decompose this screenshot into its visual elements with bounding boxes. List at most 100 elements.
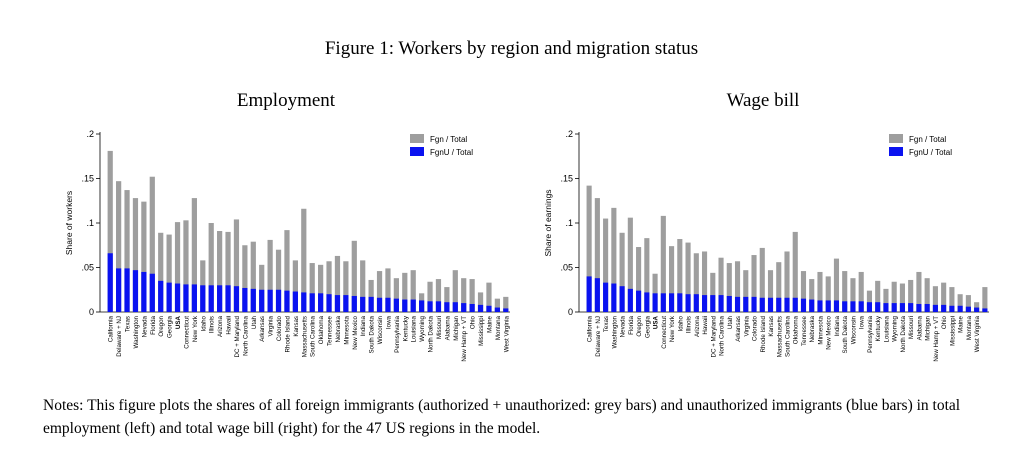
wage-y-tick-label: .1 (565, 218, 573, 228)
wage-bar-fgnu (660, 293, 666, 312)
emp-x-tick-label: Mississippi (478, 316, 485, 346)
emp-x-tick-label: North Dakota (428, 315, 435, 352)
wage-bar-fgnu (644, 292, 650, 312)
emp-bar-fgnu (318, 293, 324, 312)
emp-x-tick-label: Rhode Island (284, 315, 291, 352)
wage-bar-fgn (685, 242, 691, 312)
emp-x-tick-label: Kentucky (402, 315, 409, 341)
emp-bar-fgnu (132, 270, 139, 312)
emp-bar-fgnu (452, 302, 458, 312)
wage-bar-fgnu (619, 286, 625, 312)
wage-bar-fgn (941, 282, 947, 312)
emp-x-tick-label: West Virginia (503, 315, 510, 352)
emp-bar-fgn (477, 292, 484, 312)
figure-title: Figure 1: Workers by region and migratio… (324, 38, 699, 59)
wage-bar-fgn (743, 270, 749, 312)
emp-x-tick-label: Idaho (200, 315, 207, 331)
emp-x-tick-label: Oregon (158, 315, 165, 336)
emp-bar-fgn (225, 231, 231, 312)
wage-bar-fgn (710, 272, 716, 312)
wage-bar-fgnu (701, 295, 708, 312)
emp-x-tick-label: Texas (125, 316, 132, 332)
wage-bar-fgnu (891, 303, 897, 312)
emp-bar-fgnu (301, 292, 307, 312)
wage-bar-fgn (776, 262, 782, 312)
emp-bar-fgnu (309, 293, 315, 312)
emp-legend-fgn-label: Fgn / Total (430, 135, 467, 144)
wage-bar-fgn (693, 253, 699, 312)
wage-bar-fgnu (908, 303, 914, 312)
wage-bar-fgn (957, 294, 963, 312)
emp-bar-fgnu (461, 303, 467, 312)
wage-bar-fgn (875, 280, 881, 312)
wage-x-tick-label: Kansas (768, 316, 775, 337)
wage-x-tick-label: Montana (966, 315, 973, 340)
emp-bar-fgnu (360, 296, 366, 312)
emp-bar-fgnu (217, 285, 223, 312)
emp-y-tick-label: .15 (81, 174, 94, 184)
wage-x-tick-label: Mississippi (949, 316, 956, 346)
wage-bar-fgnu (627, 288, 633, 312)
emp-bar-fgn (250, 241, 256, 312)
wage-bill-chart: 0 .05 .1 .15 .2 Share of earnings California De… (543, 129, 989, 362)
wage-bar-fgnu (693, 294, 699, 312)
emp-x-tick-label: Oklahoma (318, 315, 325, 344)
emp-bar-fgn (107, 150, 113, 312)
wage-x-tick-label: New Hamp + VT (933, 316, 940, 362)
emp-bar-fgn (368, 279, 374, 312)
emp-bar-fgnu (368, 296, 374, 312)
emp-bar-fgnu (477, 304, 484, 312)
emp-x-tick-label: Virginia (268, 315, 275, 336)
emp-bar-fgnu (225, 285, 231, 312)
wage-x-tick-label: Georgia (644, 315, 651, 338)
emp-bar-fgn (452, 270, 458, 312)
emp-bar-fgn (158, 232, 164, 312)
emp-bar-fgnu (435, 301, 442, 312)
wage-y-axis-label: Share of earnings (543, 189, 553, 256)
wage-x-tick-label: Alabama (916, 315, 923, 340)
emp-x-tick-label: Illinois (209, 316, 216, 333)
emp-bar-fgnu (191, 284, 197, 312)
emp-x-tick-label: Nebraska (335, 315, 342, 342)
wage-bar-fgn (792, 231, 798, 312)
emp-x-tick-label: South Dakota (369, 315, 376, 353)
wage-bar-fgnu (916, 303, 922, 312)
wage-bar-fgnu (974, 307, 980, 312)
emp-bar-fgn (275, 249, 282, 312)
wage-x-tick-label: North Carolina (719, 315, 726, 355)
emp-bar-fgn (410, 270, 416, 312)
wage-x-tick-label: DC + Maryland (710, 315, 717, 357)
employment-chart: 0 .05 .1 .15 .2 Share of workers California Del… (64, 129, 510, 362)
emp-legend-fgnu-swatch (410, 147, 424, 156)
emp-bar-fgnu (233, 286, 240, 312)
wage-bar-fgnu (932, 304, 938, 312)
emp-bar-fgn (132, 198, 139, 312)
wage-x-tick-label: Iowa (859, 315, 866, 329)
emp-x-tick-label: North Carolina (242, 315, 249, 355)
emp-x-tick-label: Delaware + NJ (116, 316, 123, 357)
wage-bar-fgn (809, 279, 815, 312)
emp-x-tick-label: Tennessee (327, 315, 334, 345)
wage-bar-fgnu (800, 298, 807, 312)
wage-x-tick-label: Kentucky (875, 315, 882, 341)
emp-bar-fgn (116, 181, 122, 312)
emp-bar-fgnu (242, 287, 248, 312)
wage-bar-fgnu (751, 296, 757, 312)
emp-bar-fgn (301, 208, 307, 312)
emp-bar-fgn (334, 255, 341, 312)
emp-x-tick-label: DC + Maryland (234, 315, 241, 357)
emp-bar-fgn (435, 279, 442, 312)
wage-x-tick-label: West Virginia (974, 315, 981, 352)
wage-x-tick-label: Wyoming (892, 315, 899, 341)
wage-x-tick-label: Pennsylvania (867, 315, 874, 352)
wage-bar-fgn (611, 207, 617, 312)
emp-bar-fgnu (183, 284, 189, 312)
emp-bar-fgn (385, 268, 391, 312)
emp-bar-fgnu (419, 300, 425, 312)
wage-bar-fgnu (850, 301, 856, 312)
wage-bar-fgn (883, 288, 889, 312)
wage-bar-fgnu (718, 295, 724, 312)
wage-x-tick-label: Colorado (752, 315, 759, 341)
emp-bar-fgn (242, 245, 248, 312)
emp-x-tick-label: Montana (495, 315, 502, 340)
